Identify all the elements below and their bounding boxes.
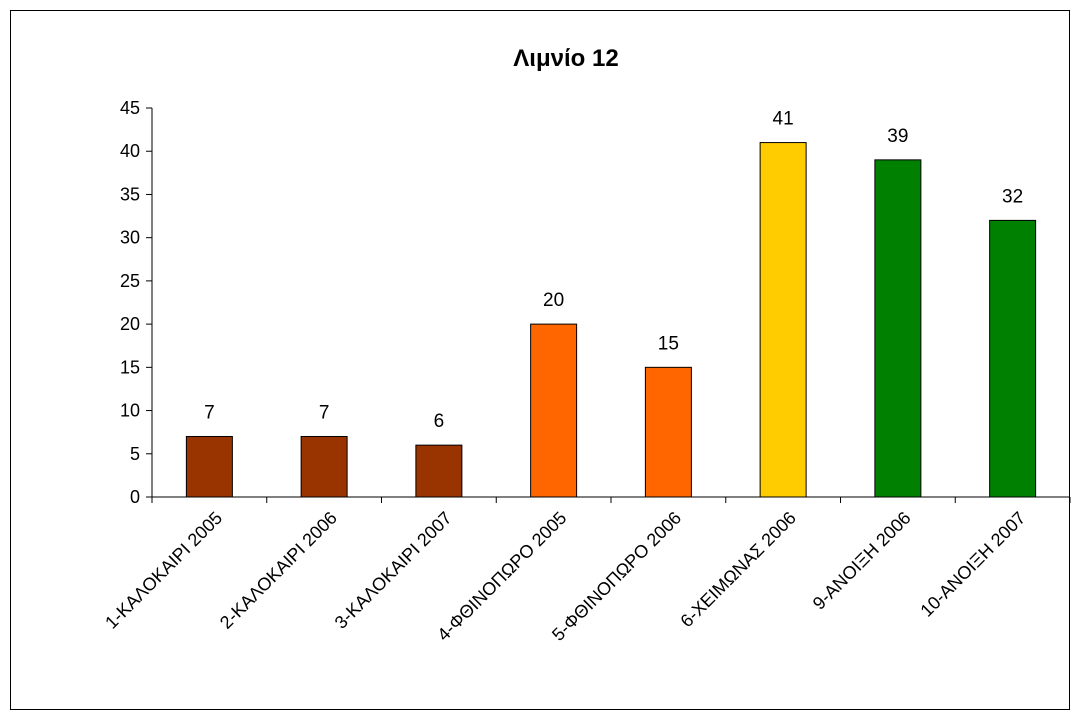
data-label: 6 bbox=[434, 411, 445, 432]
category-label: 4-ΦΘΙΝΟΠΩΡΟ 2005 bbox=[433, 508, 570, 645]
data-label: 7 bbox=[319, 402, 330, 423]
category-label: 9-ΑΝΟΙΞΗ 2006 bbox=[809, 508, 915, 614]
y-tick-label: 20 bbox=[120, 314, 140, 334]
y-axis: 0 5 10 15 20 25 30 35 40 45 bbox=[120, 98, 153, 507]
data-label: 7 bbox=[204, 402, 215, 423]
y-tick-label: 0 bbox=[130, 487, 140, 507]
category-label: 5-ΦΘΙΝΟΠΩΡΟ 2006 bbox=[548, 508, 685, 645]
chart-title: Λιμνίο 12 bbox=[513, 45, 618, 72]
data-label: 41 bbox=[773, 109, 794, 130]
bar bbox=[300, 435, 348, 498]
data-label: 32 bbox=[1002, 186, 1023, 207]
category-label: 10-ΑΝΟΙΞΗ 2007 bbox=[916, 508, 1029, 621]
y-tick-label: 25 bbox=[120, 271, 140, 291]
y-tick-label: 10 bbox=[120, 401, 140, 421]
x-axis bbox=[151, 496, 1071, 503]
y-tick-label: 15 bbox=[120, 357, 140, 377]
bar bbox=[759, 142, 807, 498]
y-tick-label: 45 bbox=[120, 98, 140, 118]
category-label: 2-ΚΑΛΟΚΑΙΡΙ 2006 bbox=[216, 508, 341, 633]
bar bbox=[989, 219, 1037, 498]
data-label: 20 bbox=[543, 290, 564, 311]
bars bbox=[185, 142, 1037, 498]
y-tick-label: 35 bbox=[120, 184, 140, 204]
data-label: 15 bbox=[658, 333, 679, 354]
y-tick-label: 5 bbox=[130, 444, 140, 464]
category-label: 3-ΚΑΛΟΚΑΙΡΙ 2007 bbox=[331, 508, 456, 633]
bar bbox=[530, 323, 578, 498]
data-labels: 7 7 6 20 15 41 39 32 bbox=[204, 109, 1023, 433]
data-label: 39 bbox=[887, 126, 908, 147]
bar bbox=[644, 366, 692, 498]
category-label: 1-ΚΑΛΟΚΑΙΡΙ 2005 bbox=[101, 508, 226, 633]
bar bbox=[415, 444, 463, 498]
category-label: 6-ΧΕΙΜΩΝΑΣ 2006 bbox=[676, 508, 800, 632]
bar bbox=[185, 435, 233, 498]
y-tick-label: 30 bbox=[120, 228, 140, 248]
y-tick-label: 40 bbox=[120, 141, 140, 161]
bar bbox=[874, 159, 922, 498]
